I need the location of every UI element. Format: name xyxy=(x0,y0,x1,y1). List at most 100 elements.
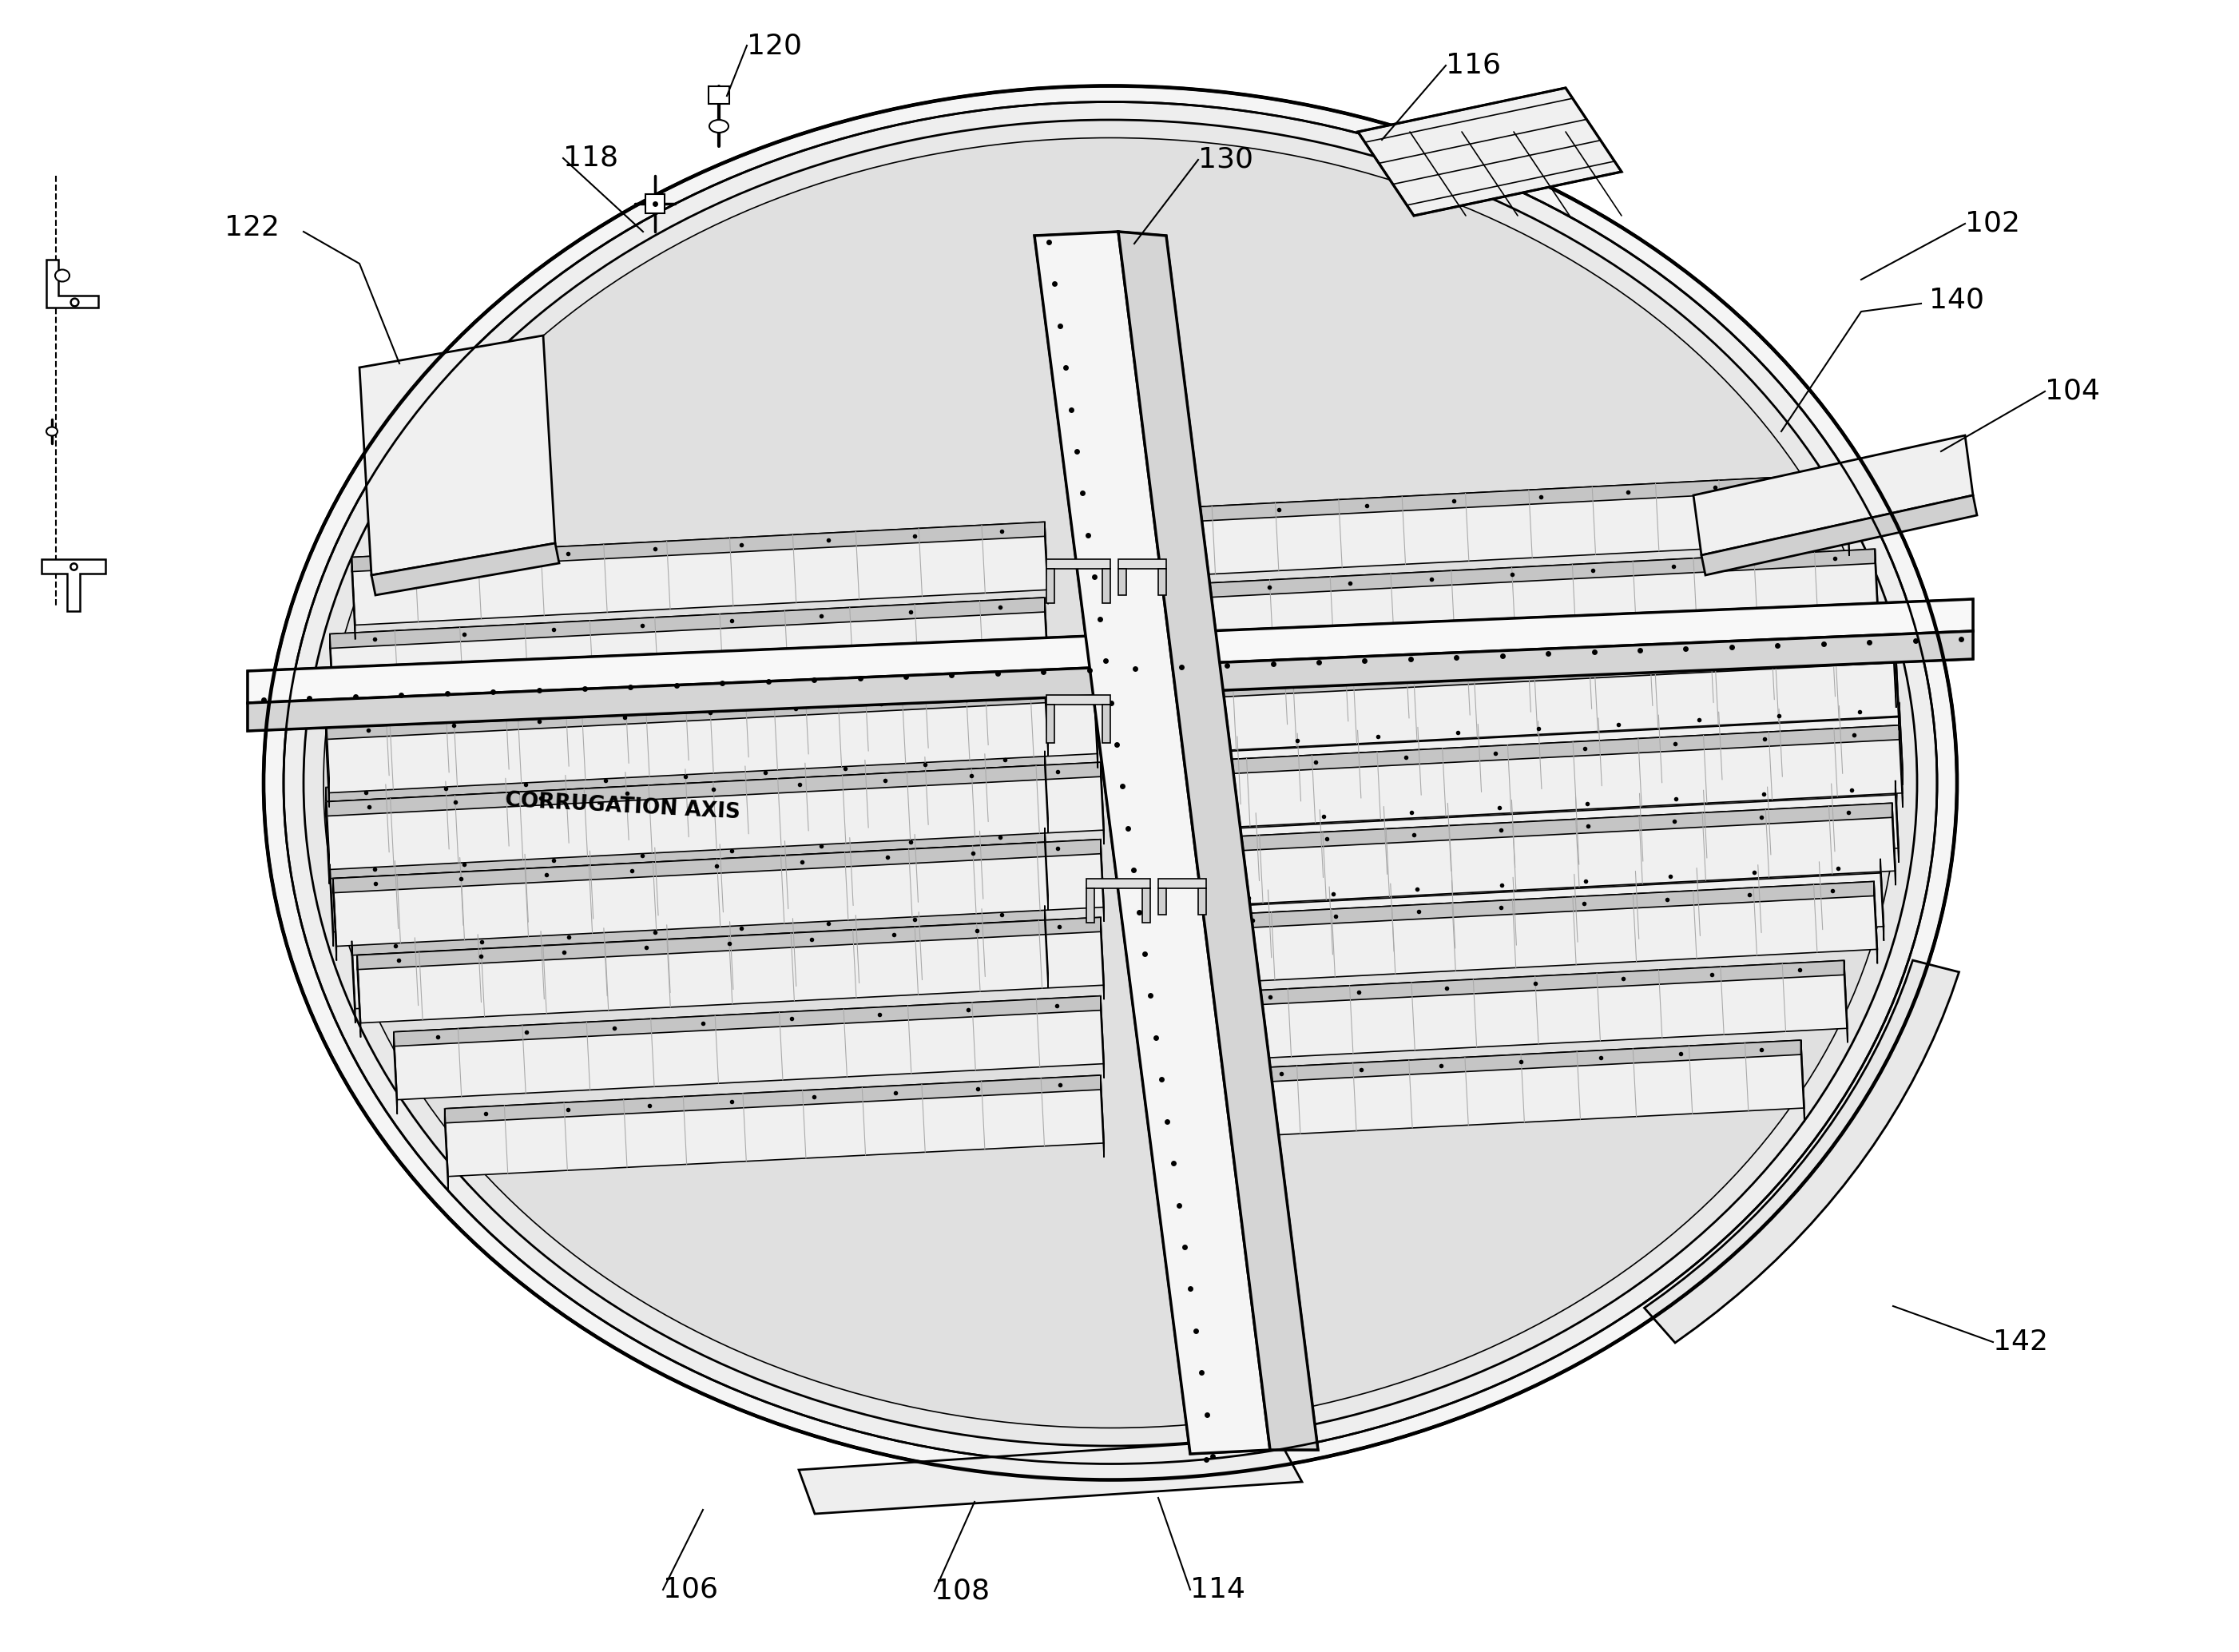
Polygon shape xyxy=(1211,882,1874,930)
Polygon shape xyxy=(329,598,1046,648)
Polygon shape xyxy=(327,788,329,869)
Polygon shape xyxy=(1693,436,1973,555)
Polygon shape xyxy=(394,1032,396,1113)
Polygon shape xyxy=(1046,522,1048,605)
Polygon shape xyxy=(1191,780,1899,884)
Polygon shape xyxy=(1211,882,1879,983)
Polygon shape xyxy=(1149,548,1874,600)
Polygon shape xyxy=(1095,686,1097,768)
Polygon shape xyxy=(329,828,1046,879)
Polygon shape xyxy=(1357,88,1621,216)
Polygon shape xyxy=(446,1075,1102,1123)
Polygon shape xyxy=(1182,762,1184,844)
Polygon shape xyxy=(43,558,105,611)
Polygon shape xyxy=(1196,803,1892,852)
Text: CORRUGATION AXIS: CORRUGATION AXIS xyxy=(506,790,741,823)
Polygon shape xyxy=(358,955,360,1037)
Ellipse shape xyxy=(305,121,1917,1446)
Polygon shape xyxy=(352,522,1048,624)
Text: 122: 122 xyxy=(224,215,280,241)
Polygon shape xyxy=(1207,859,1881,907)
Polygon shape xyxy=(327,686,1097,793)
Polygon shape xyxy=(334,839,1102,892)
Polygon shape xyxy=(1207,894,1211,975)
Polygon shape xyxy=(1178,702,1899,753)
Polygon shape xyxy=(249,631,1973,730)
Polygon shape xyxy=(327,801,329,884)
Polygon shape xyxy=(358,917,1104,1023)
Polygon shape xyxy=(327,750,1046,801)
Polygon shape xyxy=(1173,686,1175,767)
Polygon shape xyxy=(352,905,1046,955)
Polygon shape xyxy=(327,686,1095,740)
Polygon shape xyxy=(47,259,99,307)
Polygon shape xyxy=(372,544,560,595)
Polygon shape xyxy=(1173,648,1899,753)
Polygon shape xyxy=(1182,725,1903,829)
Polygon shape xyxy=(1046,704,1055,743)
Polygon shape xyxy=(1086,879,1151,889)
Polygon shape xyxy=(1173,648,1896,699)
Polygon shape xyxy=(1178,702,1903,808)
Polygon shape xyxy=(1034,231,1270,1454)
Polygon shape xyxy=(334,879,336,961)
Polygon shape xyxy=(1149,548,1879,654)
Polygon shape xyxy=(1227,960,1847,1061)
Polygon shape xyxy=(446,1075,1104,1176)
Polygon shape xyxy=(249,631,1973,730)
Polygon shape xyxy=(1158,568,1167,595)
Polygon shape xyxy=(352,942,356,1023)
Polygon shape xyxy=(249,600,1973,704)
Polygon shape xyxy=(1198,889,1207,915)
Polygon shape xyxy=(1046,598,1048,679)
Text: 106: 106 xyxy=(663,1576,719,1604)
Polygon shape xyxy=(1643,960,1959,1343)
Polygon shape xyxy=(1892,626,1896,707)
Polygon shape xyxy=(1046,674,1048,757)
Polygon shape xyxy=(334,839,1104,947)
Text: 116: 116 xyxy=(1446,51,1500,79)
Polygon shape xyxy=(329,598,1048,702)
Polygon shape xyxy=(1117,558,1167,568)
Polygon shape xyxy=(1178,740,1180,821)
Polygon shape xyxy=(358,917,1102,970)
Polygon shape xyxy=(1196,839,1200,920)
Polygon shape xyxy=(1149,474,1849,577)
Polygon shape xyxy=(1102,704,1111,743)
Ellipse shape xyxy=(710,121,728,132)
Polygon shape xyxy=(1191,816,1196,899)
Polygon shape xyxy=(799,1437,1303,1513)
Text: 120: 120 xyxy=(748,31,802,59)
Polygon shape xyxy=(1158,879,1207,889)
Polygon shape xyxy=(708,86,730,104)
Polygon shape xyxy=(327,750,1048,856)
Polygon shape xyxy=(1046,568,1055,603)
Polygon shape xyxy=(360,335,555,575)
Polygon shape xyxy=(1149,474,1845,524)
Polygon shape xyxy=(1899,725,1903,808)
Polygon shape xyxy=(1227,991,1229,1074)
Ellipse shape xyxy=(322,137,1896,1427)
Polygon shape xyxy=(1874,548,1879,631)
Polygon shape xyxy=(352,557,356,639)
Polygon shape xyxy=(249,600,1973,704)
Ellipse shape xyxy=(264,86,1957,1480)
Polygon shape xyxy=(1845,960,1847,1042)
Polygon shape xyxy=(1892,803,1896,885)
Polygon shape xyxy=(327,762,1102,816)
Polygon shape xyxy=(1102,996,1104,1079)
Text: 114: 114 xyxy=(1191,1576,1245,1604)
Polygon shape xyxy=(1046,828,1048,910)
Polygon shape xyxy=(1117,231,1319,1450)
Polygon shape xyxy=(1046,905,1048,988)
Polygon shape xyxy=(1102,568,1111,603)
Polygon shape xyxy=(329,634,334,717)
Polygon shape xyxy=(1894,780,1899,862)
Polygon shape xyxy=(1046,695,1111,704)
Polygon shape xyxy=(1702,496,1977,575)
Polygon shape xyxy=(1117,231,1319,1450)
Polygon shape xyxy=(1227,960,1845,1006)
Text: 130: 130 xyxy=(1198,145,1254,173)
Polygon shape xyxy=(1182,725,1899,776)
Polygon shape xyxy=(1874,882,1879,963)
